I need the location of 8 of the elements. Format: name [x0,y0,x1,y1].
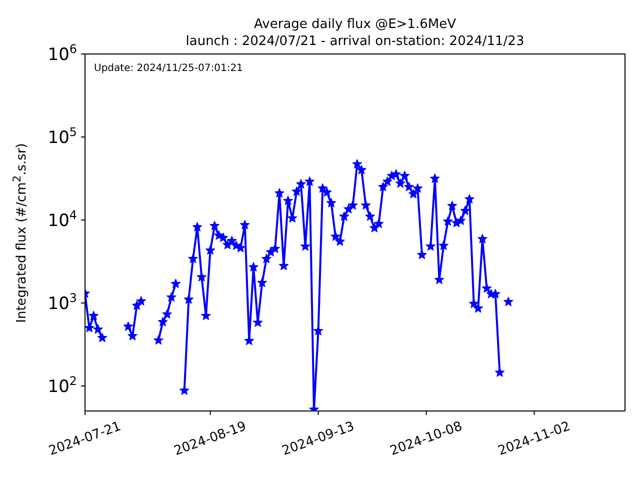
y-tick-label: 10$^{2}$ [48,374,77,398]
y-tick-label: 10$^{3}$ [48,291,77,314]
y-tick-label: 10$^{5}$ [48,125,77,148]
chart-subtitle: launch : 2024/07/21 - arrival on-station: 2024/11/23 [184,33,526,50]
y-tick-label: 10$^{6}$ [48,42,77,65]
y-tick-label: 10$^{4}$ [48,208,77,232]
chart-title: Average daily flux @E>1.6MeV [253,16,457,33]
annotation: Update: 2024/11/25-07:01:21 [94,63,243,74]
